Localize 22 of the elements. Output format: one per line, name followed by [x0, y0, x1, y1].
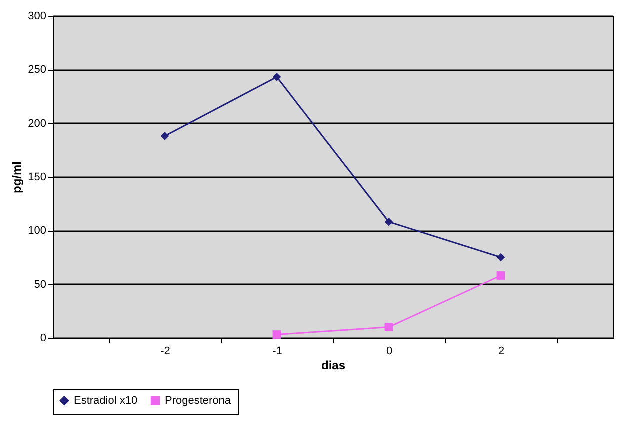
y-tick-label: 150 — [28, 172, 46, 184]
legend-label: Estradiol x10 — [74, 394, 138, 407]
legend-label: Progesterona — [165, 394, 232, 407]
y-tick-label: 250 — [28, 64, 46, 76]
x-tick-label: -2 — [160, 346, 170, 358]
y-axis-title: pg/ml — [10, 162, 24, 194]
point — [384, 218, 394, 226]
point — [272, 330, 282, 339]
y-tick-label: 100 — [28, 225, 46, 238]
y-tick-label: 200 — [28, 118, 46, 130]
y-tick-label: 0 — [40, 332, 46, 344]
y-tick-label: 300 — [28, 10, 46, 22]
x-tick-label: 0 — [386, 346, 393, 358]
x-tick-label: -1 — [272, 346, 282, 358]
point — [272, 72, 282, 82]
point — [384, 323, 394, 332]
y-tick-label: 50 — [34, 278, 46, 291]
x-tick-label: 2 — [498, 346, 505, 358]
point — [496, 253, 506, 262]
x-axis-title: dias — [321, 358, 346, 372]
point — [160, 132, 170, 140]
point — [496, 272, 506, 280]
